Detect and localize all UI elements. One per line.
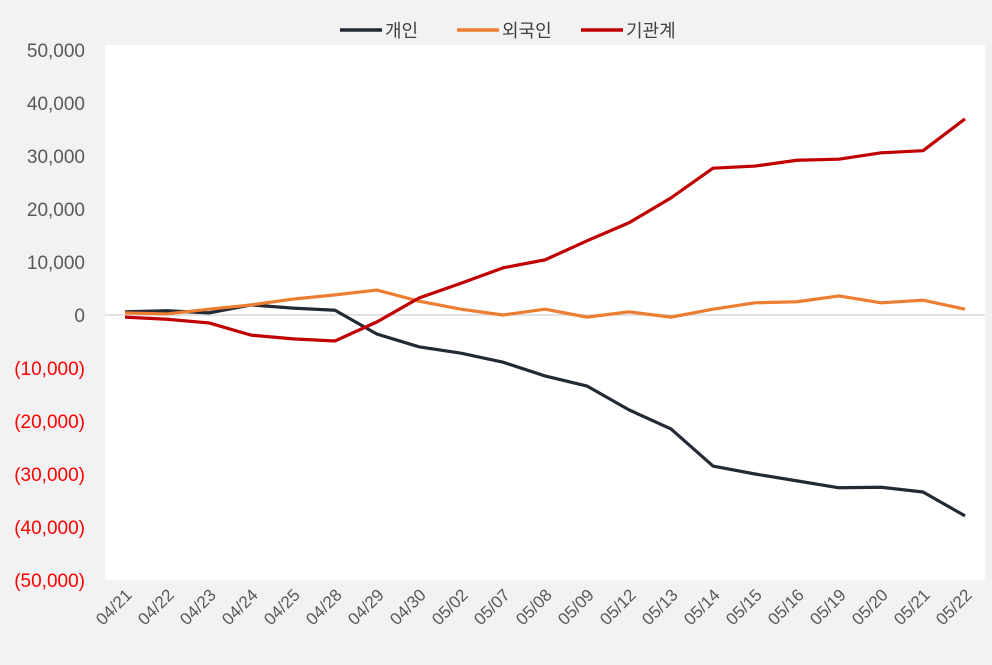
x-tick-label: 04/24: [218, 585, 262, 629]
y-tick-label: 40,000: [27, 94, 85, 115]
x-tick-label: 05/02: [428, 585, 472, 629]
x-tick-label: 05/07: [470, 585, 514, 629]
plot-area: [105, 45, 985, 580]
x-tick-label: 05/21: [890, 585, 934, 629]
x-tick-label: 05/13: [638, 585, 682, 629]
x-tick-label: 04/30: [386, 585, 430, 629]
y-tick-label: (50,000): [14, 571, 85, 592]
y-tick-label: 10,000: [27, 253, 85, 274]
x-tick-label: 04/21: [92, 585, 136, 629]
legend-label: 외국인: [502, 21, 552, 41]
x-tick-label: 05/09: [554, 585, 598, 629]
x-tick-label: 04/23: [176, 585, 220, 629]
y-tick-label: (10,000): [14, 359, 85, 380]
x-tick-label: 05/19: [806, 585, 850, 629]
legend-label: 기관계: [626, 21, 676, 41]
x-tick-label: 04/29: [344, 585, 388, 629]
y-tick-label: 0: [74, 306, 85, 327]
x-tick-label: 05/20: [848, 585, 892, 629]
y-tick-label: (40,000): [14, 518, 85, 539]
x-tick-label: 05/08: [512, 585, 556, 629]
legend-label: 개인: [385, 21, 418, 41]
y-tick-label: 20,000: [27, 200, 85, 221]
x-tick-label: 05/16: [764, 585, 808, 629]
x-tick-label: 04/28: [302, 585, 346, 629]
x-tick-label: 05/12: [596, 585, 640, 629]
y-tick-label: 50,000: [27, 41, 85, 62]
x-tick-label: 05/15: [722, 585, 766, 629]
x-tick-label: 05/22: [932, 585, 976, 629]
x-tick-label: 05/14: [680, 585, 724, 629]
x-tick-label: 04/22: [134, 585, 178, 629]
y-tick-label: (30,000): [14, 465, 85, 486]
y-tick-label: (20,000): [14, 412, 85, 433]
x-tick-label: 04/25: [260, 585, 304, 629]
y-tick-label: 30,000: [27, 147, 85, 168]
